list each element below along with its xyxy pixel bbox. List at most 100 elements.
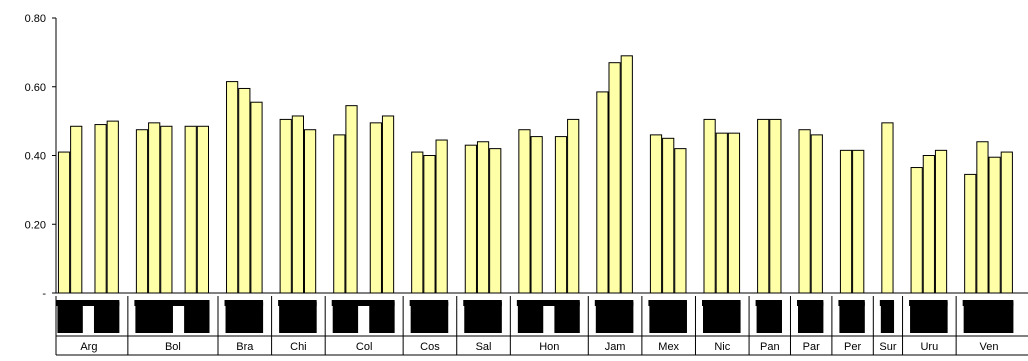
bar-mex-0 [649, 134, 663, 294]
category-label-band [55, 296, 1028, 356]
bar-tick-block [517, 302, 532, 333]
bar-jam-1 [608, 62, 621, 294]
category-label-ven: Ven [980, 341, 999, 353]
bar-per-1 [852, 149, 865, 294]
bars [57, 55, 1013, 294]
bar-cos-1 [423, 155, 436, 294]
category-label-nic: Nic [714, 341, 730, 353]
bar-bol-2 [160, 125, 173, 294]
bar-arg-1 [70, 125, 83, 294]
category-labels: Arg Bol Bra Chi Col Cos Sal Hon Jam Mex Nic Pan Par P… [80, 341, 998, 353]
bar-tick-block [344, 302, 359, 333]
bar-tick-block [530, 302, 544, 333]
bar-tick-block [910, 302, 924, 333]
bar-tick-block [673, 302, 687, 333]
bar-tick-block [488, 302, 502, 333]
bar-sur-0 [881, 122, 894, 294]
bar-pan-1 [769, 118, 782, 294]
bar-tick-block [69, 302, 83, 333]
category-label-mex: Mex [658, 341, 679, 353]
category-label-jam: Jam [605, 341, 626, 353]
bar-tick-block [934, 302, 948, 333]
bar-tick-block [851, 302, 865, 333]
bar-tick-block [237, 302, 251, 333]
bar-pan-0 [757, 118, 770, 294]
bar-tick-block [649, 302, 663, 333]
bar-par-0 [798, 129, 811, 294]
group-tick-strip [278, 300, 317, 306]
bar-tick-block [279, 302, 293, 333]
group-tick-strip [879, 300, 895, 306]
bar-nic-0 [703, 118, 716, 294]
bar-hon-4 [567, 118, 580, 294]
group-tick-strip [409, 300, 449, 306]
bar-col-4 [381, 115, 395, 294]
group-tick-strip [797, 300, 824, 306]
bar-tick-block [93, 302, 108, 333]
bar-hon-0 [518, 129, 531, 294]
bar-bra-0 [226, 81, 239, 294]
bar-tick-block [810, 302, 824, 333]
category-label-per: Per [844, 341, 861, 353]
bar-tick-block [184, 302, 198, 333]
group-tick-strip [224, 300, 264, 306]
bar-uru-1 [922, 155, 935, 294]
bar-tick-block [768, 302, 782, 333]
bar-tick-block [159, 302, 173, 333]
group-tick-strip [648, 300, 687, 306]
bar-tick-block [922, 302, 936, 333]
bar-tick-block [135, 302, 149, 333]
bar-bol-4 [184, 125, 197, 294]
category-label-pan: Pan [760, 341, 780, 353]
bar-tick-block [196, 302, 210, 333]
category-label-uru: Uru [920, 341, 938, 353]
bar-tick-block [620, 302, 634, 333]
group-tick-strip [331, 300, 395, 306]
bar-bra-2 [250, 101, 263, 294]
bar-hon-3 [554, 136, 568, 294]
bar-nic-1 [715, 132, 728, 294]
bar-arg-3 [94, 124, 107, 294]
bar-tick-block [839, 302, 853, 333]
bar-tick-block [435, 302, 449, 333]
bar-tick-block [291, 302, 305, 333]
category-label-bra: Bra [236, 341, 254, 353]
category-label-sal: Sal [476, 341, 492, 353]
bar-sal-0 [464, 144, 477, 294]
bar-tick-block [963, 302, 977, 333]
group-tick-strip [516, 300, 580, 306]
bar-uru-2 [934, 149, 948, 294]
bar-uru-0 [910, 167, 923, 294]
bar-tick-block [332, 302, 346, 333]
group-tick-strip [463, 300, 502, 306]
bar-tick-block [595, 302, 610, 333]
bar-tick-block [225, 302, 239, 333]
group-tick-strip [962, 300, 1014, 306]
bar-tick-block [975, 302, 990, 333]
bar-tick-block [607, 302, 622, 333]
bar-chi-2 [303, 129, 317, 294]
bar-par-1 [810, 134, 823, 294]
y-tick-label: - [42, 288, 46, 300]
bar-tick-block [880, 302, 895, 333]
bar-col-1 [345, 105, 358, 294]
bar-arg-4 [106, 120, 119, 294]
bar-mex-2 [674, 148, 687, 294]
y-tick-label: 0.80 [25, 13, 46, 25]
category-label-sur: Sur [879, 341, 896, 353]
bar-per-0 [839, 149, 853, 294]
group-tick-strip [909, 300, 948, 306]
bar-tick-block [661, 302, 675, 333]
bar-tick-block [422, 302, 437, 333]
bar-arg-0 [57, 151, 71, 294]
group-tick-strip [838, 300, 865, 306]
group-tick-strip [56, 300, 120, 306]
category-label-arg: Arg [80, 341, 97, 353]
bar-cos-2 [435, 139, 448, 294]
bar-chi-0 [279, 118, 292, 294]
bar-tick-block [147, 302, 161, 333]
bar-jam-2 [620, 55, 633, 294]
group-tick-strip [594, 300, 634, 306]
bar-ven-1 [976, 141, 989, 294]
